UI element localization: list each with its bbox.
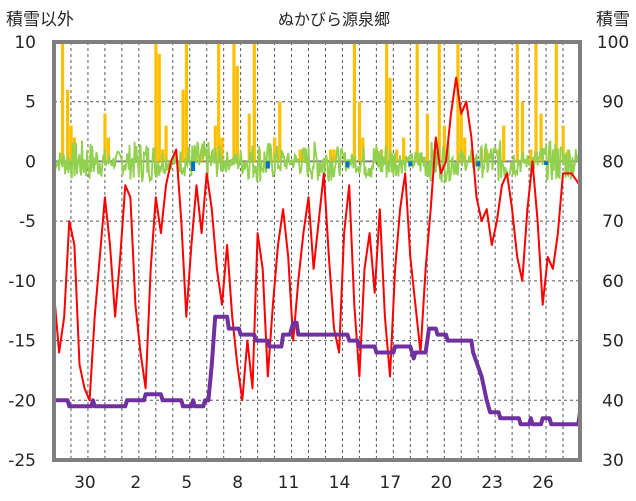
precip-bar	[357, 101, 362, 162]
precip-bar	[402, 137, 406, 162]
precip-bar	[437, 42, 441, 162]
precip-bar	[154, 42, 158, 162]
precip-bar	[395, 149, 399, 162]
precip-bar	[329, 149, 333, 162]
precip-bar	[463, 137, 467, 162]
left-tick-label: 5	[25, 93, 36, 113]
precip-bar	[235, 65, 239, 162]
precip-bar	[298, 149, 302, 162]
snow-series-line	[54, 314, 582, 427]
left-tick-label: -20	[8, 391, 36, 411]
x-tick-label: 11	[278, 473, 300, 493]
x-tick-label: 2	[130, 473, 141, 493]
chart-title: ぬかびら源泉郷	[278, 10, 390, 29]
right-axis-title: 積雪	[596, 10, 630, 30]
left-tick-label: -25	[8, 451, 36, 471]
x-tick-label: 8	[232, 473, 243, 493]
right-tick-label: 30	[602, 451, 624, 471]
right-tick-label: 40	[602, 391, 624, 411]
precip-bar	[385, 42, 389, 162]
x-tick-label: 23	[481, 473, 503, 493]
precip-bar	[164, 125, 168, 162]
left-tick-label: -5	[19, 212, 36, 232]
line-series	[53, 76, 582, 427]
precip-bar	[103, 113, 107, 162]
blue-marks	[191, 161, 549, 171]
precip-bar	[200, 149, 204, 162]
left-tick-label: -10	[8, 272, 36, 292]
precip-bar	[232, 42, 236, 162]
precip-bar	[529, 149, 533, 162]
precip-bar	[502, 125, 506, 162]
plot-frame	[52, 40, 582, 462]
wind-series-line	[53, 139, 581, 184]
right-tick-label: 90	[602, 93, 624, 113]
left-tick-label: -15	[8, 332, 36, 352]
precip-bar	[60, 42, 65, 162]
right-tick-label: 50	[602, 332, 624, 352]
precip-bar	[459, 113, 463, 162]
precip-bar	[442, 125, 446, 162]
x-tick-label: 30	[74, 473, 96, 493]
blue-mark	[476, 161, 481, 167]
x-tick-label: 5	[181, 473, 192, 493]
precip-bar	[301, 149, 306, 162]
x-tick-label: 20	[430, 473, 452, 493]
wind-series	[53, 139, 581, 184]
precip-bar	[520, 101, 525, 162]
blue-mark	[544, 161, 549, 166]
precip-bar	[69, 125, 73, 162]
precip-bar	[561, 125, 565, 162]
precip-bar	[415, 42, 419, 162]
precip-bar	[425, 113, 429, 162]
blue-mark	[345, 161, 350, 168]
precip-bar	[184, 42, 189, 162]
precip-bar	[273, 137, 277, 162]
precip-bar	[539, 113, 543, 162]
precip-bar	[217, 42, 221, 162]
left-tick-label: 10	[14, 33, 36, 53]
right-tick-label: 60	[602, 272, 624, 292]
blue-mark	[408, 161, 413, 167]
precip-bar	[220, 137, 224, 162]
precip-bar	[388, 77, 392, 162]
precip-bar	[534, 42, 538, 162]
x-tick-label: 17	[380, 473, 402, 493]
precip-bar	[515, 42, 519, 162]
precipitation-bars	[60, 42, 570, 162]
precip-bar	[252, 42, 256, 162]
blue-mark	[265, 161, 270, 169]
right-tick-label: 80	[602, 152, 624, 172]
right-tick-label: 70	[602, 212, 624, 232]
precip-bar	[332, 149, 336, 162]
left-axis-title: 積雪以外	[6, 10, 74, 30]
precip-bar	[278, 101, 282, 162]
blue-mark	[191, 161, 196, 171]
precip-bar	[181, 89, 185, 162]
precip-bar	[456, 42, 460, 162]
precip-bar	[547, 149, 552, 162]
left-tick-label: 0	[25, 152, 36, 172]
precip-bar	[106, 137, 110, 162]
precip-bar	[66, 89, 70, 162]
x-tick-label: 14	[329, 473, 351, 493]
temp-series-line	[53, 76, 581, 402]
right-tick-label: 100	[597, 33, 629, 53]
x-tick-label: 26	[532, 473, 554, 493]
precip-bar	[352, 42, 357, 162]
precip-bar	[554, 42, 558, 162]
precip-bar	[247, 113, 251, 162]
precip-bar	[213, 125, 217, 162]
precip-bar	[157, 53, 161, 162]
